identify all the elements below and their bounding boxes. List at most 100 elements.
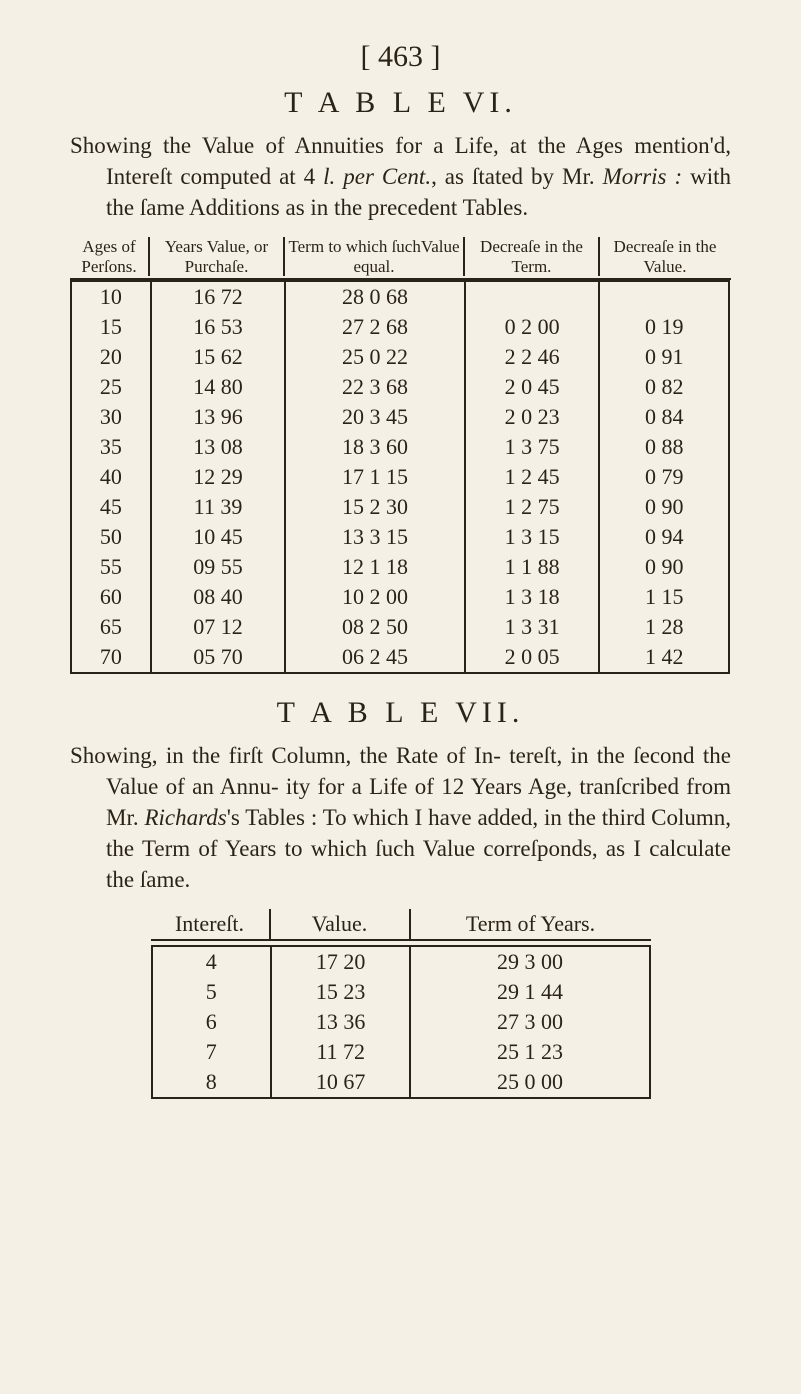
table-row: 810 6725 0 00 — [152, 1067, 650, 1098]
cell-dec2: 1 42 — [599, 642, 729, 673]
table-row: 7005 7006 2 452 0 051 42 — [71, 642, 729, 673]
cell-ages: 50 — [71, 522, 151, 552]
spacer — [70, 674, 731, 696]
cell-ages: 25 — [71, 372, 151, 402]
table-7-body: 417 2029 3 00515 2329 1 44613 3627 3 007… — [152, 946, 650, 1098]
table-6-body: 1016 7228 0 681516 5327 2 680 2 000 1920… — [71, 281, 729, 673]
cell-ages: 65 — [71, 612, 151, 642]
col-header-interest: Intereſt. — [151, 909, 271, 939]
col-header-dec2: Decreaſe in the Value. — [600, 237, 730, 276]
cell-dec1: 1 3 31 — [465, 612, 600, 642]
cell-term: 25 1 23 — [410, 1037, 649, 1067]
table-row: 1016 7228 0 68 — [71, 281, 729, 312]
table-row: 2514 8022 3 682 0 450 82 — [71, 372, 729, 402]
table-7: 417 2029 3 00515 2329 1 44613 3627 3 007… — [151, 945, 651, 1099]
cell-dec1 — [465, 281, 600, 312]
table-row: 3513 0818 3 601 3 750 88 — [71, 432, 729, 462]
table-6-caption-text: Showing the Value of Annuities for a Lif… — [70, 130, 731, 223]
cell-dec2: 0 84 — [599, 402, 729, 432]
table-row: 6008 4010 2 001 3 181 15 — [71, 582, 729, 612]
cell-ages: 70 — [71, 642, 151, 673]
cell-years: 12 29 — [151, 462, 286, 492]
cell-term: 17 1 15 — [285, 462, 464, 492]
cell-dec2: 0 88 — [599, 432, 729, 462]
cell-ages: 10 — [71, 281, 151, 312]
cell-interest: 7 — [152, 1037, 271, 1067]
cell-years: 13 96 — [151, 402, 286, 432]
cell-years: 14 80 — [151, 372, 286, 402]
page-number: [ 463 ] — [70, 40, 731, 74]
cell-dec2: 0 82 — [599, 372, 729, 402]
table-row: 515 2329 1 44 — [152, 977, 650, 1007]
cell-interest: 6 — [152, 1007, 271, 1037]
cell-ages: 60 — [71, 582, 151, 612]
cell-dec1: 2 2 46 — [465, 342, 600, 372]
cell-term: 27 3 00 — [410, 1007, 649, 1037]
cell-years: 10 45 — [151, 522, 286, 552]
table-row: 5509 5512 1 181 1 880 90 — [71, 552, 729, 582]
cell-dec2: 0 90 — [599, 552, 729, 582]
cell-years: 08 40 — [151, 582, 286, 612]
table-row: 1516 5327 2 680 2 000 19 — [71, 312, 729, 342]
table-row: 6507 1208 2 501 3 311 28 — [71, 612, 729, 642]
cell-years: 13 08 — [151, 432, 286, 462]
cell-term: 29 3 00 — [410, 946, 649, 977]
cell-dec1: 2 0 05 — [465, 642, 600, 673]
cell-dec1: 1 1 88 — [465, 552, 600, 582]
cell-term: 12 1 18 — [285, 552, 464, 582]
col-header-value: Value. — [271, 909, 411, 939]
cell-dec1: 1 3 18 — [465, 582, 600, 612]
cell-dec2: 0 91 — [599, 342, 729, 372]
table-row: 417 2029 3 00 — [152, 946, 650, 977]
cell-term: 28 0 68 — [285, 281, 464, 312]
cell-ages: 30 — [71, 402, 151, 432]
table-row: 3013 9620 3 452 0 230 84 — [71, 402, 729, 432]
table-6-column-headers: Ages of Perſons. Years Value, or Purchaſ… — [70, 237, 731, 280]
cell-term: 06 2 45 — [285, 642, 464, 673]
page: [ 463 ] T A B L E VI. Showing the Value … — [0, 0, 801, 1149]
cell-ages: 40 — [71, 462, 151, 492]
cell-term: 27 2 68 — [285, 312, 464, 342]
table-row: 2015 6225 0 222 2 460 91 — [71, 342, 729, 372]
cell-term: 22 3 68 — [285, 372, 464, 402]
cell-value: 13 36 — [271, 1007, 411, 1037]
cell-dec1: 2 0 45 — [465, 372, 600, 402]
cell-years: 05 70 — [151, 642, 286, 673]
cell-value: 11 72 — [271, 1037, 411, 1067]
cell-ages: 15 — [71, 312, 151, 342]
cell-term: 18 3 60 — [285, 432, 464, 462]
cell-years: 11 39 — [151, 492, 286, 522]
cell-value: 17 20 — [271, 946, 411, 977]
cell-ages: 20 — [71, 342, 151, 372]
cell-years: 15 62 — [151, 342, 286, 372]
cell-value: 15 23 — [271, 977, 411, 1007]
col-header-years: Years Value, or Purchaſe. — [150, 237, 285, 276]
cell-term: 13 3 15 — [285, 522, 464, 552]
cell-term: 25 0 22 — [285, 342, 464, 372]
table-7-column-headers: Intereſt. Value. Term of Years. — [151, 909, 651, 941]
col-header-term: Term to which ſuchValue equal. — [285, 237, 465, 276]
cell-interest: 5 — [152, 977, 271, 1007]
cell-term: 10 2 00 — [285, 582, 464, 612]
table-7-caption: Showing, in the firſt Column, the Rate o… — [70, 740, 731, 895]
table-6-caption: Showing the Value of Annuities for a Lif… — [70, 130, 731, 223]
table-7-caption-text: Showing, in the firſt Column, the Rate o… — [70, 740, 731, 895]
cell-dec2: 0 90 — [599, 492, 729, 522]
table-row: 613 3627 3 00 — [152, 1007, 650, 1037]
table-6-heading: T A B L E VI. — [70, 86, 731, 120]
cell-years: 09 55 — [151, 552, 286, 582]
table-row: 711 7225 1 23 — [152, 1037, 650, 1067]
cell-dec2: 0 94 — [599, 522, 729, 552]
cell-interest: 4 — [152, 946, 271, 977]
cell-years: 07 12 — [151, 612, 286, 642]
cell-dec1: 1 3 15 — [465, 522, 600, 552]
cell-interest: 8 — [152, 1067, 271, 1098]
col-header-term7: Term of Years. — [411, 909, 651, 939]
col-header-dec1: Decreaſe in the Term. — [465, 237, 600, 276]
table-row: 5010 4513 3 151 3 150 94 — [71, 522, 729, 552]
cell-dec2 — [599, 281, 729, 312]
cell-dec1: 1 2 45 — [465, 462, 600, 492]
cell-term: 29 1 44 — [410, 977, 649, 1007]
cell-dec2: 0 79 — [599, 462, 729, 492]
cell-dec1: 1 3 75 — [465, 432, 600, 462]
